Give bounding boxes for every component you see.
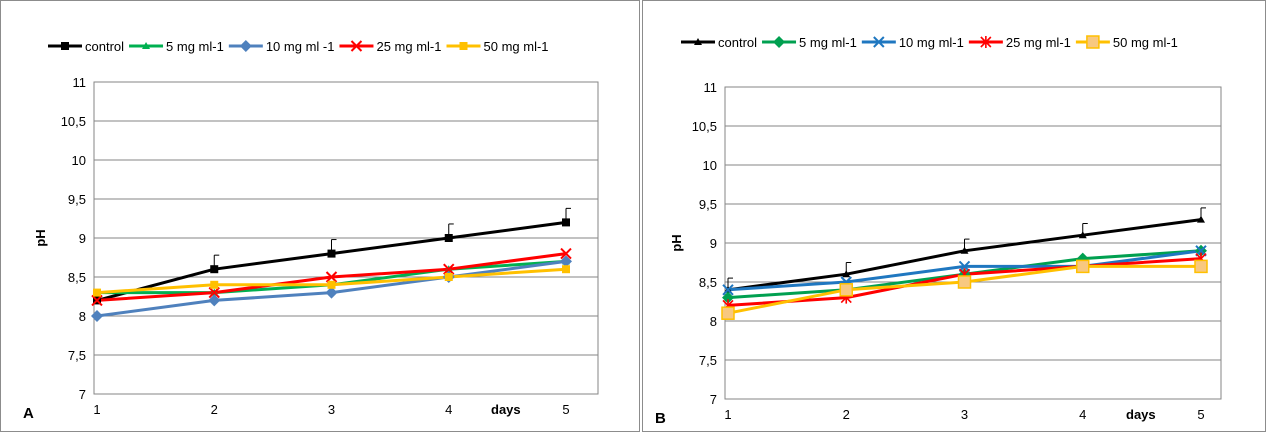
chart-a-legend-marker xyxy=(239,40,252,52)
chart-b-y-tick-label: 9 xyxy=(710,236,717,251)
chart-a-legend-label: 10 mg ml -1 xyxy=(266,39,335,54)
chart-b-data-point xyxy=(957,275,972,289)
chart-a-y-tick-label: 11 xyxy=(73,75,87,90)
chart-a-data-point xyxy=(208,294,221,307)
chart-b-data-point xyxy=(842,270,851,278)
chart-a-legend-item-2: 10 mg ml -1 xyxy=(228,39,335,54)
chart-b-legend-item-1: 5 mg ml-1 xyxy=(762,35,857,50)
chart-b-x-tick-label: 2 xyxy=(843,407,850,422)
chart-b-y-tick-label: 8 xyxy=(710,314,717,329)
chart-b-panel-label: B xyxy=(655,410,666,427)
chart-b-y-tick-label: 10 xyxy=(703,158,717,173)
chart-a-x-tick-label: 4 xyxy=(445,402,452,417)
chart-b-legend-label: 5 mg ml-1 xyxy=(799,35,857,50)
chart-a-data-point xyxy=(562,265,570,274)
chart-b-x-tick-label: 4 xyxy=(1079,407,1086,422)
chart-b-data-point xyxy=(721,306,735,320)
chart-b-data-point xyxy=(722,291,734,304)
chart-a-legend-item-1: 5 mg ml-1 xyxy=(129,39,224,54)
chart-b-legend-label: 25 mg ml-1 xyxy=(1006,35,1071,50)
chart-a-legend-label: 50 mg ml-1 xyxy=(484,39,549,54)
chart-a-y-tick-label: 8,5 xyxy=(68,270,86,285)
chart-a-y-tick-label: 7 xyxy=(79,387,86,402)
chart-b-y-tick-label: 7,5 xyxy=(699,353,717,368)
chart-b-data-point xyxy=(958,260,971,273)
chart-b-data-point xyxy=(1195,245,1207,257)
chart-a-data-point xyxy=(210,280,219,289)
chart-a-data-point xyxy=(91,310,103,322)
chart-a-data-point xyxy=(208,286,220,299)
chart-a-x-tick-label: 1 xyxy=(93,402,100,417)
chart-b-x-tick-label: 3 xyxy=(961,407,968,422)
chart-b-x-axis-title: days xyxy=(1126,407,1156,422)
chart-b-y-tick-label: 11 xyxy=(704,80,718,95)
chart-a-data-point xyxy=(444,273,453,281)
chart-a-x-axis-title: days xyxy=(491,402,521,417)
chart-a-legend-item-4: 50 mg ml-1 xyxy=(446,39,549,54)
chart-b-y-axis-title: pH xyxy=(669,234,684,251)
chart-b-legend-item-2: 10 mg ml-1 xyxy=(861,35,964,50)
chart-a-y-tick-label: 10 xyxy=(72,153,86,168)
chart-a-data-point xyxy=(443,263,455,275)
chart-b-data-point xyxy=(1197,215,1205,223)
chart-b-legend-item-0: control xyxy=(681,35,757,50)
chart-b-x-tick-label: 5 xyxy=(1197,407,1204,422)
chart-a-x-tick-label: 2 xyxy=(211,402,218,417)
chart-a-data-point xyxy=(93,288,101,297)
chart-b-data-point xyxy=(1194,259,1208,274)
chart-a-data-point xyxy=(327,280,336,289)
chart-a-x-tick-label: 5 xyxy=(562,402,569,417)
chart-a-y-tick-label: 7,5 xyxy=(68,348,86,363)
chart-a-legend-marker xyxy=(61,42,69,50)
chart-a-legend-item-0: control xyxy=(48,39,124,54)
chart-b-legend-label: 50 mg ml-1 xyxy=(1113,35,1178,50)
chart-b-legend-marker xyxy=(1086,35,1100,49)
chart-b-legend-label: control xyxy=(718,35,757,50)
chart-b-data-point xyxy=(722,284,734,296)
chart-b-legend-item-3: 25 mg ml-1 xyxy=(968,35,1071,50)
chart-b-legend-marker xyxy=(773,36,786,48)
chart-a-panel-label: A xyxy=(23,405,34,422)
chart-a-legend-label: 5 mg ml-1 xyxy=(166,39,224,54)
chart-a-legend-label: control xyxy=(85,39,124,54)
chart-b-legend-label: 10 mg ml-1 xyxy=(899,35,964,50)
chart-b-x-tick-label: 1 xyxy=(724,407,731,422)
chart-a-y-tick-label: 9,5 xyxy=(68,192,86,207)
chart-a-legend-item-3: 25 mg ml-1 xyxy=(339,39,442,54)
chart-b-y-tick-label: 7 xyxy=(710,392,717,407)
chart-a-data-point xyxy=(325,271,338,283)
chart-b-data-point xyxy=(960,246,969,254)
chart-a-data-point xyxy=(444,234,453,242)
chart-a-y-tick-label: 8 xyxy=(79,309,86,324)
chart-a-y-tick-label: 10,5 xyxy=(61,114,86,129)
chart-a-legend-marker xyxy=(142,42,151,49)
chart-a-y-tick-label: 9 xyxy=(79,231,86,246)
chart-b-data-point xyxy=(1078,231,1087,239)
chart-a-x-tick-label: 3 xyxy=(328,402,335,417)
chart-a-data-point xyxy=(560,255,572,268)
chart-a-legend-label: 25 mg ml-1 xyxy=(376,39,441,54)
chart-b-y-tick-label: 10,5 xyxy=(692,119,717,134)
chart-a-data-point xyxy=(562,218,570,227)
chart-b-legend-marker xyxy=(980,36,992,48)
chart-b-legend-marker xyxy=(873,36,885,48)
chart-a-data-point xyxy=(325,286,338,299)
chart-a-data-point xyxy=(210,265,219,274)
chart-b-data-point xyxy=(839,283,853,297)
chart-a-legend-marker xyxy=(459,42,468,50)
chart-a-data-point xyxy=(91,294,103,307)
chart-a-legend-marker xyxy=(350,40,363,52)
chart-b-data-point xyxy=(1076,259,1090,274)
chart-b-y-tick-label: 9,5 xyxy=(699,197,717,212)
chart-a-y-axis-title: pH xyxy=(33,229,48,246)
chart-a-data-point xyxy=(327,249,336,258)
chart-b-legend-item-4: 50 mg ml-1 xyxy=(1075,35,1178,50)
chart-b-y-tick-label: 8,5 xyxy=(699,275,717,290)
chart-b-legend-marker xyxy=(694,38,702,45)
chart-a-data-point xyxy=(560,247,572,260)
